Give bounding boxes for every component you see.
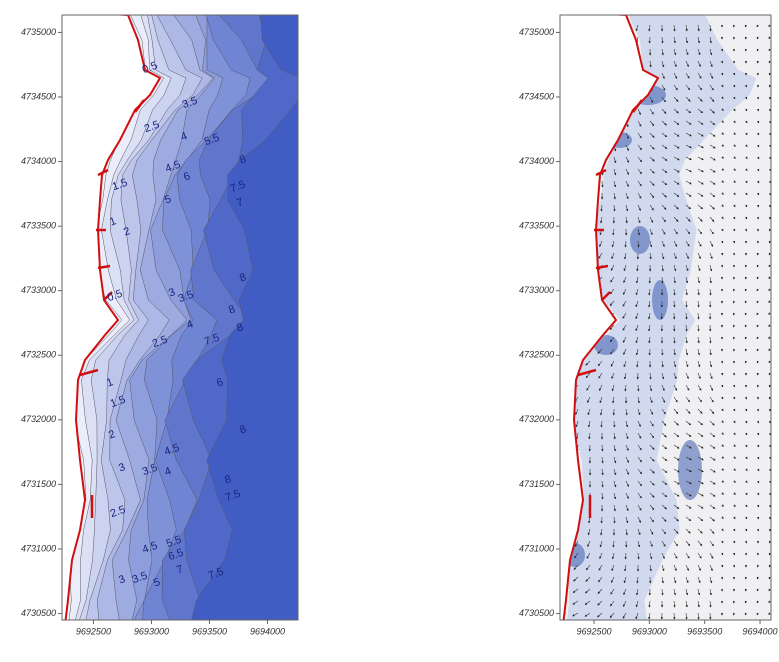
depth-map (40, 10, 318, 625)
y-tick-label: 4731500 (519, 479, 554, 489)
y-tick-label: 4731000 (21, 543, 56, 553)
figure: 9692500 9693000 9693500 9694000 4735000 47345… (0, 0, 779, 662)
current-core (652, 280, 668, 320)
current-map (538, 10, 771, 625)
current-core (630, 226, 650, 254)
y-tick-label: 4733000 (519, 285, 554, 295)
y-tick-label: 4730500 (21, 608, 56, 618)
y-tick-label: 4735000 (519, 27, 554, 37)
y-tick-label: 4734000 (519, 156, 554, 166)
y-tick-label: 4734500 (21, 91, 56, 101)
y-tick-label: 4735000 (21, 27, 56, 37)
y-tick-label: 4732000 (21, 414, 56, 424)
y-tick-label: 4733500 (21, 221, 56, 231)
current-core (678, 440, 702, 500)
x-tick-label: 9692500 (576, 626, 611, 636)
y-tick-label: 4732000 (519, 414, 554, 424)
x-tick-label: 9693500 (192, 626, 227, 636)
x-tick-label: 9694000 (250, 626, 285, 636)
y-tick-label: 4733000 (21, 285, 56, 295)
y-tick-label: 4733500 (519, 221, 554, 231)
y-tick-label: 4734000 (21, 156, 56, 166)
y-tick-label: 4732500 (519, 350, 554, 360)
y-tick-label: 4734500 (519, 91, 554, 101)
x-tick-label: 9693000 (632, 626, 667, 636)
y-tick-label: 4731500 (21, 479, 56, 489)
y-tick-label: 4731000 (519, 543, 554, 553)
x-tick-label: 9694000 (743, 626, 778, 636)
x-tick-label: 9693000 (134, 626, 169, 636)
y-tick-label: 4730500 (519, 608, 554, 618)
x-tick-label: 9692500 (76, 626, 111, 636)
x-tick-label: 9693500 (687, 626, 722, 636)
y-tick-label: 4732500 (21, 350, 56, 360)
